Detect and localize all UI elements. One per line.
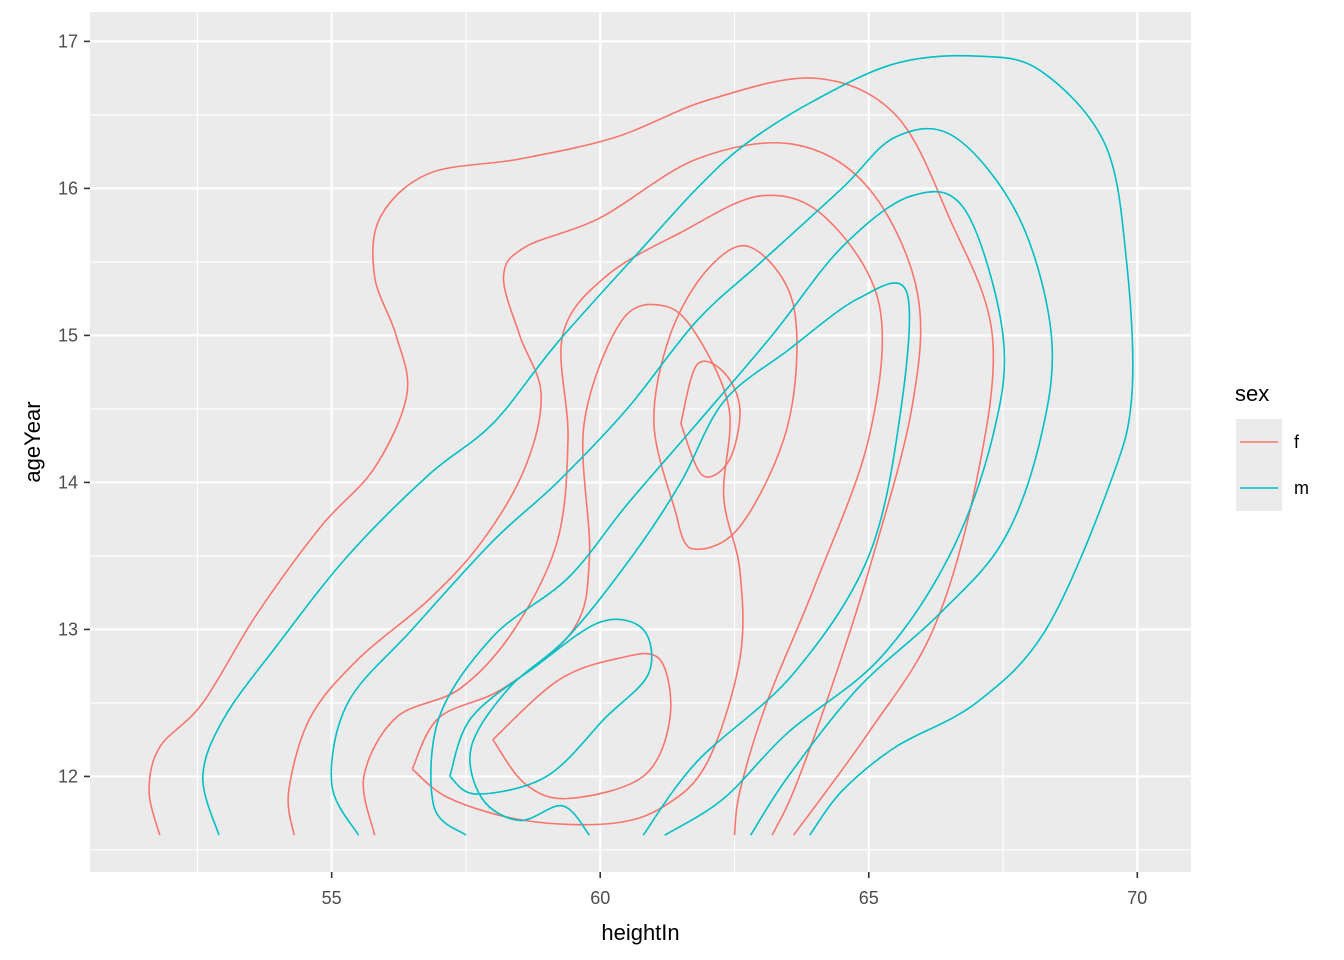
major-gridlines: [90, 12, 1191, 872]
x-axis-title: heightIn: [601, 920, 679, 945]
contour-lines: [148, 54, 1134, 836]
y-tick-label: 16: [58, 178, 78, 198]
legend-title: sex: [1235, 381, 1269, 406]
y-tick-label: 14: [58, 472, 78, 492]
y-tick-label: 13: [58, 619, 78, 639]
contour-f: [148, 77, 995, 836]
x-tick-label: 60: [590, 888, 610, 908]
contour-f: [680, 360, 741, 478]
contour-m: [201, 54, 1134, 836]
contour-m: [330, 127, 1054, 836]
contour-m: [430, 190, 1006, 836]
contour-f: [411, 303, 744, 826]
contour-m: [469, 282, 911, 836]
contour-f: [287, 142, 922, 836]
minor-gridlines: [90, 12, 1191, 872]
x-tick-label: 70: [1127, 888, 1147, 908]
x-tick-label: 65: [859, 888, 879, 908]
legend: sex f m: [1235, 381, 1309, 511]
contour-f: [492, 652, 672, 800]
y-axis: 12 13 14 15 16 17: [58, 31, 90, 786]
contour-f: [653, 244, 798, 550]
x-tick-label: 55: [322, 888, 342, 908]
y-tick-label: 12: [58, 766, 78, 786]
y-axis-title: ageYear: [20, 401, 45, 482]
plot-panel: [90, 12, 1191, 872]
legend-label-f: f: [1294, 432, 1300, 452]
legend-label-m: m: [1294, 478, 1309, 498]
y-tick-label: 17: [58, 31, 78, 51]
contour-f: [362, 194, 884, 836]
contour-m: [449, 618, 653, 795]
y-tick-label: 15: [58, 325, 78, 345]
x-axis: 55 60 65 70: [322, 872, 1147, 908]
